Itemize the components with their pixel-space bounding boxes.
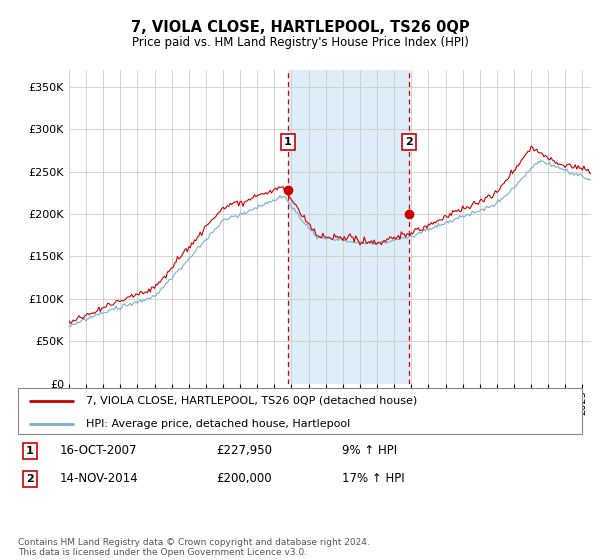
Text: Price paid vs. HM Land Registry's House Price Index (HPI): Price paid vs. HM Land Registry's House …: [131, 36, 469, 49]
Text: £200,000: £200,000: [216, 472, 272, 486]
Text: 1: 1: [26, 446, 34, 456]
Text: HPI: Average price, detached house, Hartlepool: HPI: Average price, detached house, Hart…: [86, 419, 350, 429]
Text: 17% ↑ HPI: 17% ↑ HPI: [342, 472, 404, 486]
Text: 1: 1: [284, 137, 292, 147]
Text: 2: 2: [405, 137, 413, 147]
Text: 16-OCT-2007: 16-OCT-2007: [60, 444, 137, 458]
Bar: [288, 70, 409, 384]
Text: 7, VIOLA CLOSE, HARTLEPOOL, TS26 0QP (detached house): 7, VIOLA CLOSE, HARTLEPOOL, TS26 0QP (de…: [86, 395, 417, 405]
Text: 7, VIOLA CLOSE, HARTLEPOOL, TS26 0QP: 7, VIOLA CLOSE, HARTLEPOOL, TS26 0QP: [131, 20, 469, 35]
FancyBboxPatch shape: [18, 388, 582, 434]
Text: 9% ↑ HPI: 9% ↑ HPI: [342, 444, 397, 458]
Text: 2: 2: [26, 474, 34, 484]
Text: £227,950: £227,950: [216, 444, 272, 458]
Text: 14-NOV-2014: 14-NOV-2014: [60, 472, 139, 486]
Text: Contains HM Land Registry data © Crown copyright and database right 2024.
This d: Contains HM Land Registry data © Crown c…: [18, 538, 370, 557]
